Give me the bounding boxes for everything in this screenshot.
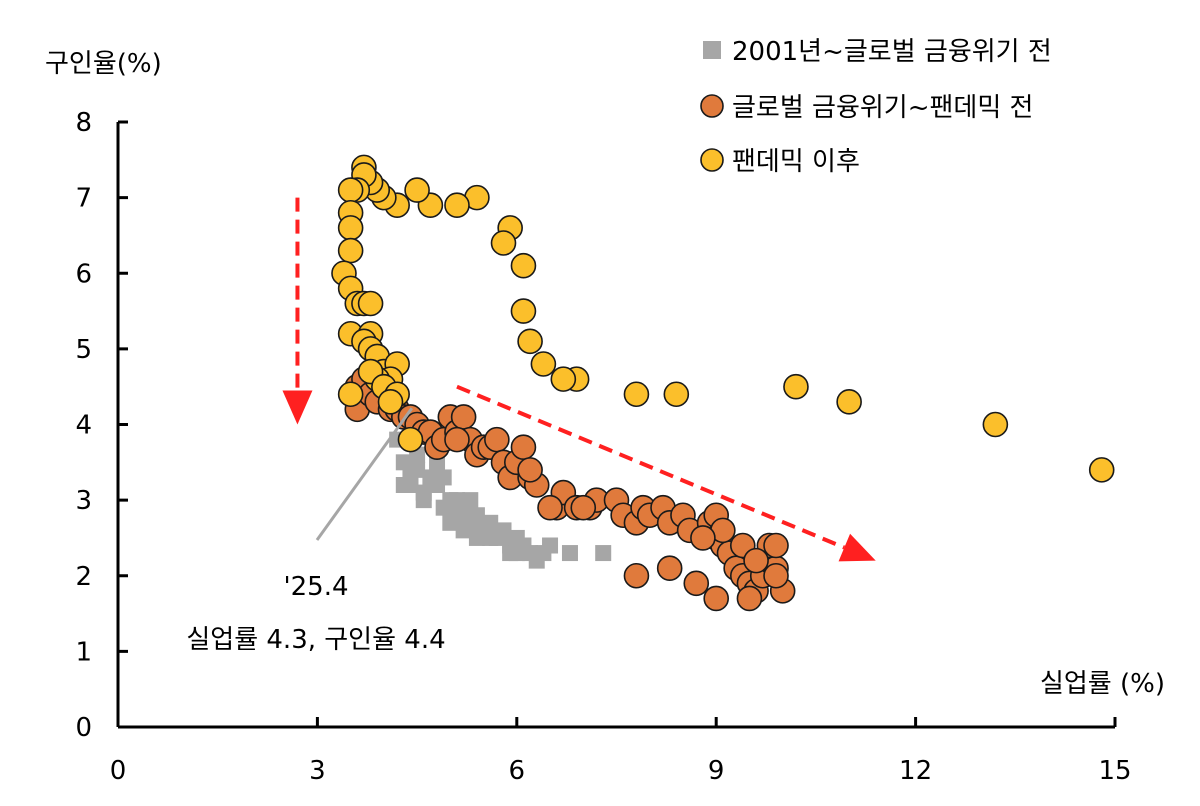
data-point-circle <box>690 525 716 551</box>
series-1 <box>344 366 796 612</box>
y-tick-label: 5 <box>75 335 92 365</box>
annotation-date: '25.4 <box>283 572 348 602</box>
series-layer <box>331 154 1115 612</box>
y-tick-label: 0 <box>75 713 92 743</box>
data-point-circle <box>517 457 543 483</box>
data-point-circle <box>663 381 690 408</box>
y-tick-label: 4 <box>75 411 92 441</box>
x-tick-label: 3 <box>309 756 326 786</box>
trend-arrows <box>282 197 876 562</box>
annotation-layer: '25.4 실업률 4.3, 구인율 4.4 <box>186 407 446 655</box>
data-point-circle <box>337 381 364 408</box>
data-point-circle <box>337 177 364 203</box>
y-tick-label: 2 <box>75 562 92 592</box>
data-point-square <box>561 545 578 562</box>
data-point-circle <box>450 404 477 430</box>
data-point-circle <box>510 252 537 279</box>
x-tick-label: 15 <box>1098 756 1131 786</box>
data-point-square <box>495 522 512 539</box>
y-tick-label: 1 <box>75 637 92 667</box>
x-axis-title: 실업률 (%) <box>1040 669 1165 699</box>
data-point-square <box>409 461 426 478</box>
y-tick-label: 3 <box>75 486 92 516</box>
data-point-square <box>415 492 432 509</box>
x-tick-label: 0 <box>110 756 127 786</box>
x-tick-label: 9 <box>708 756 725 786</box>
data-point-circle <box>397 426 424 453</box>
data-point-circle <box>377 389 404 415</box>
data-point-circle <box>510 434 537 460</box>
data-point-circle <box>337 215 364 241</box>
data-point-circle <box>404 177 430 203</box>
data-point-circle <box>656 555 683 581</box>
data-point-circle <box>510 298 537 324</box>
data-point-square <box>468 529 485 546</box>
legend-label: 팬데믹 이후 <box>732 147 860 177</box>
series-0 <box>389 431 612 569</box>
data-point-square <box>462 492 479 509</box>
data-point-square <box>448 492 465 509</box>
data-point-circle <box>763 532 789 559</box>
data-point-square <box>508 545 525 562</box>
legend-marker-circle <box>700 148 724 172</box>
data-point-circle <box>982 411 1009 438</box>
data-point-square <box>435 469 452 486</box>
data-point-square <box>595 545 612 562</box>
annotation-values: 실업률 4.3, 구인율 4.4 <box>186 625 445 655</box>
data-point-square <box>402 477 419 493</box>
data-point-square <box>395 454 412 471</box>
data-point-circle <box>736 585 763 612</box>
data-point-square <box>455 522 472 539</box>
data-point-circle <box>743 547 769 574</box>
data-point-square <box>535 545 552 562</box>
data-point-circle <box>550 366 577 392</box>
trend-arrow-shaft-1 <box>456 384 846 550</box>
trend-arrow-head-0 <box>282 390 313 425</box>
data-point-square <box>442 514 459 531</box>
data-point-square <box>482 514 499 531</box>
y-tick-label: 8 <box>75 108 92 138</box>
data-point-circle <box>1088 457 1115 483</box>
data-point-circle <box>444 192 470 218</box>
data-point-circle <box>836 389 862 415</box>
data-point-circle <box>530 351 557 377</box>
data-point-circle <box>703 585 730 612</box>
legend-marker-circle <box>700 94 724 118</box>
x-tick-label: 12 <box>899 756 932 786</box>
legend-label: 2001년~글로벌 금융위기 전 <box>732 37 1052 67</box>
data-point-circle <box>537 494 563 521</box>
legend-marker-square <box>703 41 721 59</box>
data-point-circle <box>683 570 710 597</box>
y-tick-label: 7 <box>75 184 92 214</box>
data-point-circle <box>337 237 364 264</box>
data-point-circle <box>623 562 650 589</box>
trend-arrow-head-1 <box>838 533 876 562</box>
annotation-leader-line <box>315 407 414 541</box>
y-tick-label: 6 <box>75 259 92 289</box>
legend-label: 글로벌 금융위기~팬데믹 전 <box>732 93 1033 123</box>
data-point-circle <box>623 381 650 408</box>
data-point-circle <box>517 328 543 355</box>
data-point-circle <box>570 494 597 521</box>
data-point-circle <box>444 426 470 453</box>
data-point-circle <box>763 562 789 589</box>
data-point-square <box>468 507 485 524</box>
series-2 <box>331 154 1115 483</box>
y-axis-title: 구인율(%) <box>45 49 162 79</box>
data-point-circle <box>484 426 510 453</box>
data-point-circle <box>783 373 809 400</box>
data-point-circle <box>490 230 517 256</box>
data-point-square <box>482 529 499 546</box>
data-point-circle <box>357 290 384 317</box>
x-tick-label: 6 <box>509 756 526 786</box>
